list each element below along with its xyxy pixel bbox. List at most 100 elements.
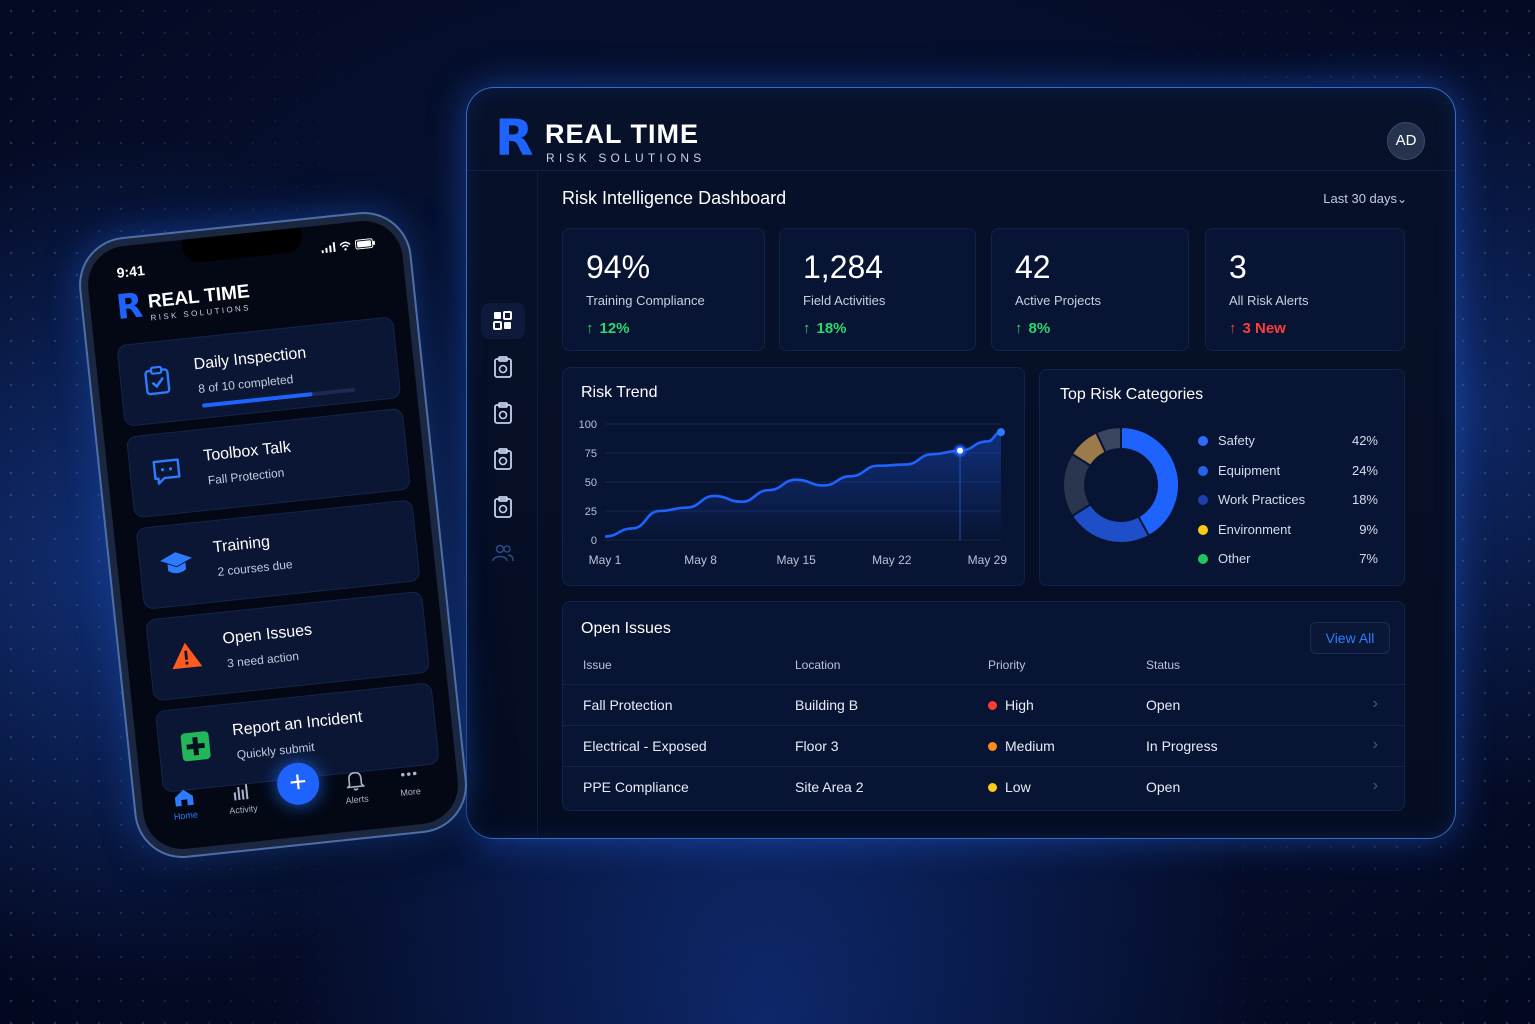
panel-title: Risk Trend: [581, 384, 658, 401]
user-avatar[interactable]: AD: [1387, 122, 1425, 160]
status-time: 9:41: [115, 262, 146, 281]
legend-item[interactable]: Safety 42%: [1198, 432, 1378, 452]
column-header-priority[interactable]: Priority: [988, 658, 1026, 672]
tab-bar: Home Activity + Alerts More: [139, 738, 462, 853]
card-report-incident[interactable]: Report an Incident Quickly submit: [154, 682, 440, 793]
plus-square-icon: [176, 726, 216, 766]
sidebar-item-inspections[interactable]: [481, 349, 525, 385]
location-cell: Floor 3: [795, 738, 839, 754]
kpi-label: All Risk Alerts: [1229, 293, 1309, 308]
x-tick-label: May 29: [968, 553, 1008, 567]
x-tick-label: May 8: [684, 553, 717, 567]
legend-percent: 9%: [1359, 521, 1378, 537]
logo-subtitle: RISK SOLUTIONS: [546, 151, 706, 165]
location-cell: Site Area 2: [795, 779, 864, 795]
arrow-up-icon: ↑: [1229, 320, 1237, 337]
home-icon: [174, 789, 194, 807]
kpi-delta: ↑ 18%: [803, 320, 847, 337]
y-tick-label: 0: [591, 535, 597, 547]
clipboard-check-icon: [494, 356, 512, 378]
card-title: Daily Inspection: [192, 344, 308, 374]
y-tick-label: 25: [585, 506, 597, 518]
dashboard-window: R REAL TIME RISK SOLUTIONS AD: [466, 87, 1456, 839]
kpi-card-field[interactable]: 1,284 Field Activities ↑ 18%: [779, 228, 976, 351]
donut-slice-equipment[interactable]: [1070, 502, 1151, 544]
sidebar-item-users[interactable]: [481, 535, 525, 571]
card-subtitle: 8 of 10 completed: [197, 372, 294, 396]
card-open-issues[interactable]: Open Issues 3 need action: [145, 590, 431, 702]
kpi-value: 94%: [586, 249, 651, 285]
legend-dot: [1198, 524, 1208, 535]
chevron-down-icon[interactable]: ⌄: [1396, 192, 1407, 206]
view-all-button[interactable]: View All: [1310, 622, 1390, 654]
top-risk-panel: Top Risk Categories Safety 42% Equipment 24…: [1039, 369, 1405, 586]
legend-item[interactable]: Environment 9%: [1198, 521, 1378, 541]
sidebar-item-dashboard[interactable]: [481, 303, 525, 339]
brand-logo[interactable]: R REAL TIME RISK SOLUTIONS: [495, 109, 875, 167]
chevron-right-icon[interactable]: ›: [1372, 736, 1378, 753]
column-header-location[interactable]: Location: [795, 658, 841, 672]
kpi-delta: ↑ 12%: [586, 320, 630, 337]
legend-label: Other: [1218, 551, 1251, 566]
arrow-up-icon: ↑: [803, 320, 811, 337]
issue-cell: Fall Protection: [583, 697, 673, 713]
risk-categories-donut[interactable]: [1056, 420, 1186, 550]
kpi-delta: ↑ 8%: [1015, 320, 1051, 337]
tab-more[interactable]: More: [380, 762, 439, 800]
page-title: Risk Intelligence Dashboard: [562, 188, 787, 208]
kpi-value: 3: [1229, 249, 1247, 285]
kpi-card-alerts[interactable]: 3 All Risk Alerts ↑ 3 New: [1205, 228, 1405, 351]
chevron-right-icon[interactable]: ›: [1372, 695, 1378, 712]
sidebar-item-training[interactable]: [481, 441, 525, 477]
legend-percent: 7%: [1359, 551, 1378, 566]
kpi-card-training[interactable]: 94% Training Compliance ↑ 12%: [562, 228, 765, 351]
y-tick-label: 50: [585, 477, 597, 489]
sidebar-item-reports[interactable]: [481, 395, 525, 431]
priority-dot: [988, 782, 997, 792]
panel-title: Open Issues: [581, 620, 671, 637]
card-subtitle: 3 need action: [226, 648, 300, 671]
chevron-right-icon[interactable]: ›: [1372, 777, 1378, 794]
legend-percent: 42%: [1351, 433, 1378, 448]
card-title: Toolbox Talk: [202, 438, 292, 465]
kpi-card-projects[interactable]: 42 Active Projects ↑ 8%: [991, 228, 1189, 351]
card-training[interactable]: Training 2 courses due: [135, 499, 421, 610]
table-row[interactable]: Electrical - Exposed Floor 3 Medium In P…: [563, 725, 1404, 766]
status-cell: In Progress: [1146, 738, 1218, 754]
legend-label: Equipment: [1218, 462, 1281, 478]
kpi-delta: ↑ 3 New: [1229, 320, 1286, 337]
donut-slice-other[interactable]: [1094, 425, 1122, 454]
series-line: [604, 430, 1002, 538]
tab-activity[interactable]: Activity: [213, 780, 272, 818]
priority-cell: Low: [988, 779, 1031, 795]
logo-mark: R: [495, 109, 534, 167]
phone-notch: [181, 225, 304, 264]
clipboard-icon: [494, 402, 512, 424]
legend-item[interactable]: Work Practices 18%: [1198, 491, 1378, 511]
x-tick-label: May 1: [589, 553, 622, 567]
table-row[interactable]: Fall Protection Building B High Open ›: [563, 684, 1404, 725]
risk-trend-chart[interactable]: 0 25 50 75 100 May 1 May 8 May 15 May 22 May 29: [563, 368, 1024, 585]
tab-home[interactable]: Home: [155, 786, 214, 824]
logo-title: REAL TIME: [545, 119, 700, 149]
column-header-status[interactable]: Status: [1146, 658, 1181, 672]
card-toolbox-talk[interactable]: Toolbox Talk Fall Protection: [125, 407, 411, 519]
legend-percent: 18%: [1351, 492, 1378, 507]
issue-cell: PPE Compliance: [583, 779, 689, 795]
bell-icon: [345, 771, 366, 791]
sidebar-item-incidents[interactable]: [481, 489, 525, 525]
location-cell: Building B: [795, 697, 859, 713]
legend-dot: [1198, 436, 1208, 446]
card-daily-inspection[interactable]: Daily Inspection 8 of 10 completed: [116, 316, 402, 427]
legend-item[interactable]: Other 7%: [1198, 550, 1378, 570]
phone-screen: 9:41 R REAL TIME RISK SOLUTIONS Daily In…: [76, 209, 470, 861]
table-row[interactable]: PPE Compliance Site Area 2 Low Open ›: [563, 766, 1404, 807]
donut-slice-safety[interactable]: [1120, 425, 1180, 538]
kpi-label: Field Activities: [803, 293, 886, 308]
add-button[interactable]: +: [275, 760, 322, 807]
date-range-select[interactable]: Last 30 days: [1323, 191, 1397, 206]
wifi-icon: [339, 241, 351, 251]
legend-item[interactable]: Equipment 24%: [1198, 462, 1378, 482]
column-header-issue[interactable]: Issue: [583, 658, 612, 672]
tab-alerts[interactable]: Alerts: [326, 768, 385, 808]
